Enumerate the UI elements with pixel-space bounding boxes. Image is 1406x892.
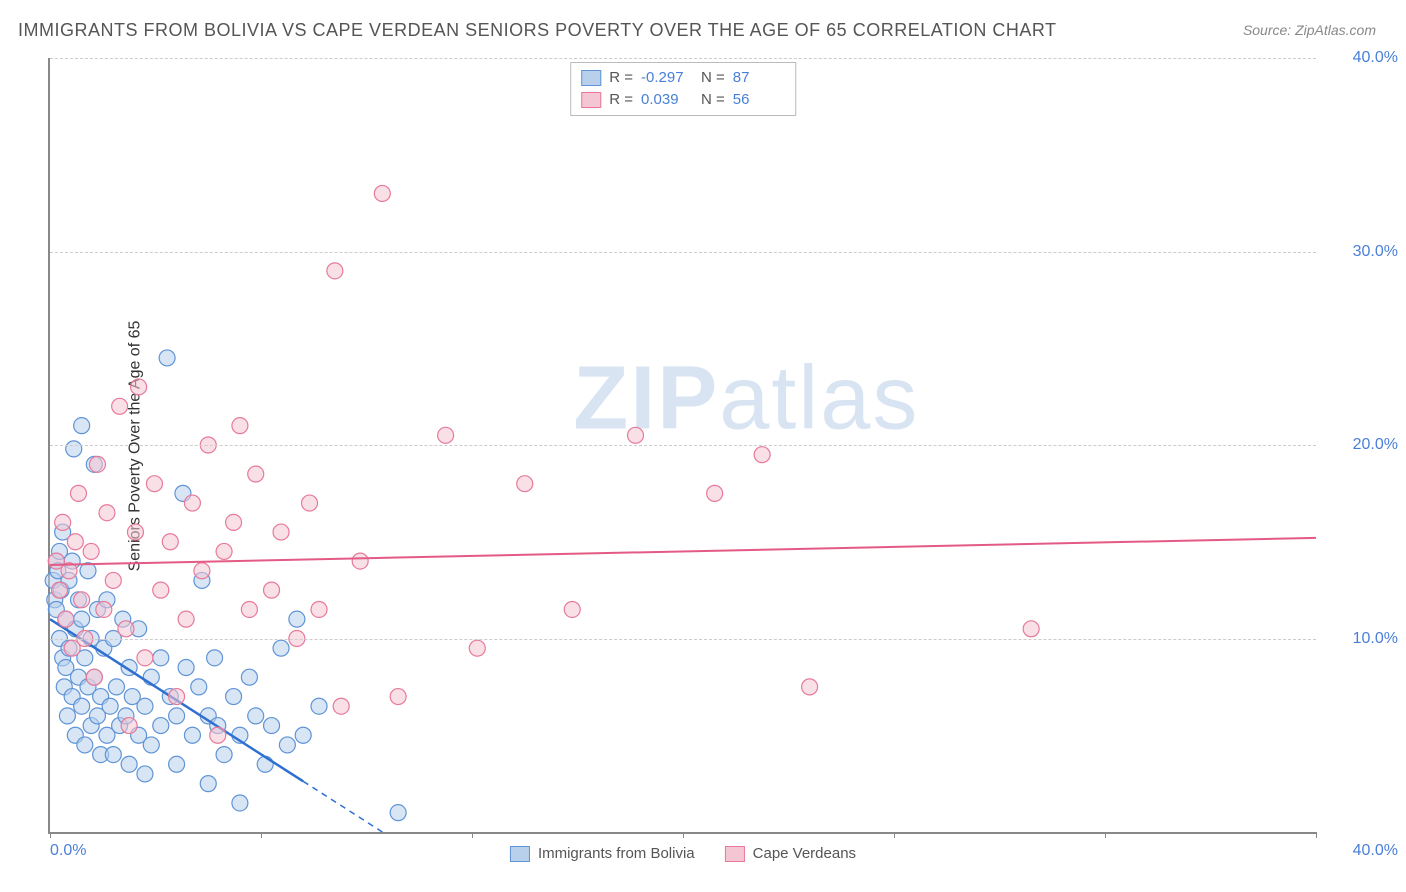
x-min-label: 0.0% [50,842,86,860]
chart-container: IMMIGRANTS FROM BOLIVIA VS CAPE VERDEAN … [0,0,1406,892]
r-label: R = [609,67,633,89]
n-label: N = [701,67,725,89]
legend-stats: R = -0.297 N = 87 R = 0.039 N = 56 [570,62,796,116]
y-tick-label: 30.0% [1353,243,1398,261]
r-value-1: 0.039 [641,89,693,111]
plot-area: ZIPatlas R = -0.297 N = 87 R = 0.039 N =… [48,58,1316,834]
chart-title: IMMIGRANTS FROM BOLIVIA VS CAPE VERDEAN … [18,20,1057,41]
source-label: Source: ZipAtlas.com [1243,22,1376,38]
legend-stats-row: R = -0.297 N = 87 [581,67,785,89]
legend-swatch-icon [725,846,745,862]
n-value-0: 87 [733,67,785,89]
x-max-label: 40.0% [1353,842,1398,860]
legend-item: Immigrants from Bolivia [510,845,695,862]
legend-label-0: Immigrants from Bolivia [538,845,695,862]
legend-swatch-icon [581,70,601,86]
legend-stats-row: R = 0.039 N = 56 [581,89,785,111]
legend-label-1: Cape Verdeans [753,845,856,862]
y-tick-label: 10.0% [1353,630,1398,648]
r-label: R = [609,89,633,111]
n-value-1: 56 [733,89,785,111]
y-tick-label: 40.0% [1353,49,1398,67]
r-value-0: -0.297 [641,67,693,89]
n-label: N = [701,89,725,111]
legend-swatch-icon [510,846,530,862]
legend-swatch-icon [581,92,601,108]
legend-bottom: Immigrants from Bolivia Cape Verdeans [510,845,856,862]
legend-item: Cape Verdeans [725,845,856,862]
y-tick-label: 20.0% [1353,436,1398,454]
